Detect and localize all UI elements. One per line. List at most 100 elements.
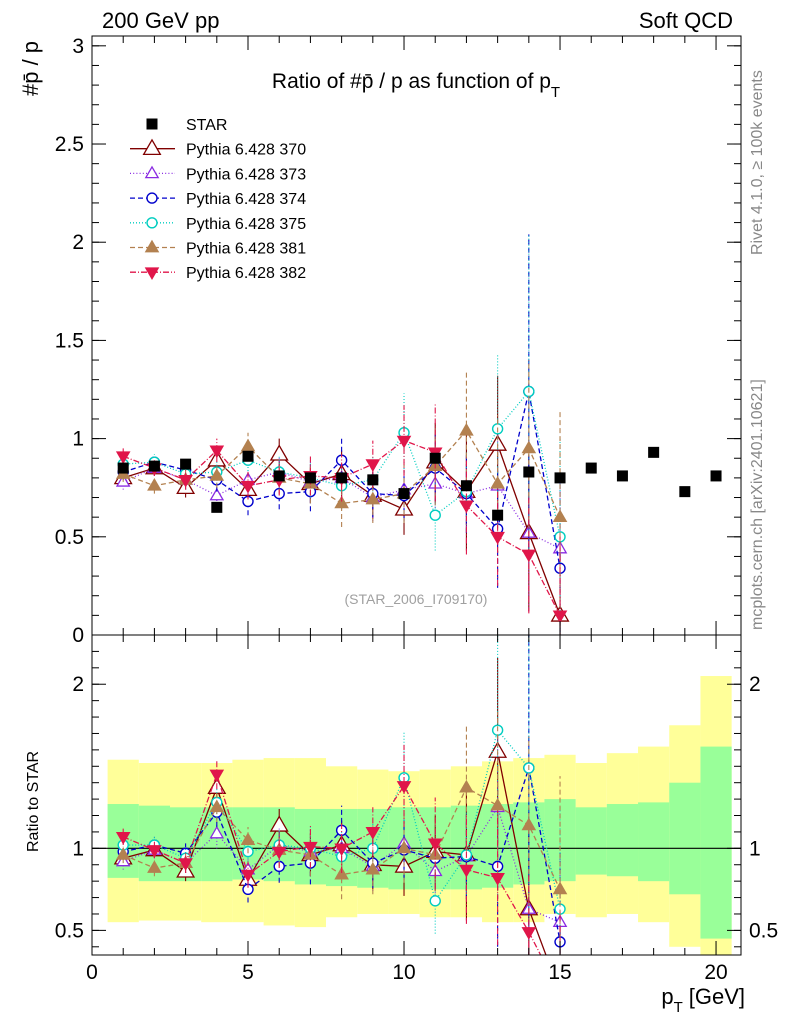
ratio-6-point <box>365 827 381 840</box>
x-tick-label: 0 <box>86 961 98 984</box>
star-point <box>117 462 129 474</box>
main-5-point <box>552 509 568 523</box>
main-6-point <box>209 445 225 459</box>
ratio-6-point <box>115 831 131 845</box>
header-energy: 200 GeV pp <box>102 8 219 33</box>
ratio-ytick-label-right: 2 <box>749 673 761 696</box>
star-point <box>273 470 285 482</box>
star-point <box>367 474 379 486</box>
main-5-point <box>365 491 381 505</box>
main-ytick-label: 3 <box>72 35 84 58</box>
ratio-5-series <box>115 712 568 955</box>
main-5-point <box>147 477 162 491</box>
main-6-point <box>552 610 568 624</box>
ratio-6-point <box>334 843 349 857</box>
ratio-6-point <box>396 781 412 794</box>
star-point <box>679 486 691 498</box>
main-4-point <box>429 509 441 521</box>
ratio-6-point <box>240 869 256 883</box>
ratio-ytick-label: 1 <box>72 837 84 860</box>
ratio-6-point <box>554 989 566 1000</box>
main-ytick-label: 0.5 <box>55 526 84 549</box>
ratio-6-point <box>427 838 443 852</box>
legend-item-4: Pythia 6.428 375 <box>130 216 306 233</box>
main-ytick-label: 0 <box>72 624 84 647</box>
main-plot-area <box>113 234 722 635</box>
ratio-6-point <box>459 864 474 878</box>
main-ytick-label: 1.5 <box>55 329 84 352</box>
star-point <box>554 472 566 484</box>
main-ylabel: #p̄ / p <box>18 41 43 96</box>
mcplots-label: mcplots.cern.ch [arXiv:2401.10621] <box>749 379 766 630</box>
star-point <box>211 501 223 513</box>
main-4-line <box>123 390 561 537</box>
ratio-6-point <box>490 872 505 886</box>
ratio-6-point <box>147 845 162 858</box>
legend-label: Pythia 6.428 375 <box>186 216 306 233</box>
star-data <box>117 446 722 521</box>
legend-marker <box>144 165 160 179</box>
ratio-plot-area <box>113 635 569 1000</box>
x-tick-label: 15 <box>548 961 571 984</box>
star-point <box>429 452 441 464</box>
main-title: Ratio of #p̄ / p as function of pT <box>272 70 560 101</box>
ratio-axes: 0.5 0.51 12 20 5 10 15 20 <box>55 635 778 984</box>
ratio-5-point <box>365 861 381 875</box>
main-5-point <box>490 475 505 489</box>
main-6-line <box>122 439 561 616</box>
ratio-6-point <box>303 841 318 855</box>
star-point <box>492 509 504 521</box>
header-category: Soft QCD <box>639 8 733 33</box>
main-axes: 0 0.5 1 1.5 2 2.5 3 <box>55 35 741 647</box>
main-6-point <box>240 480 256 494</box>
band-green <box>606 804 639 877</box>
ratio-6-point <box>209 769 225 783</box>
legend-label: Pythia 6.428 382 <box>186 265 306 282</box>
ratio-1-point <box>552 984 569 998</box>
main-6-point <box>365 459 381 472</box>
main-5-point <box>209 468 225 481</box>
legend-label: Pythia 6.428 373 <box>186 166 306 183</box>
star-point <box>523 466 535 478</box>
main-6-point <box>396 435 412 449</box>
ratio-5-point <box>240 832 256 846</box>
main-ytick-label: 2 <box>72 231 84 254</box>
star-point <box>398 488 410 500</box>
star-point <box>460 480 472 492</box>
x-tick-label: 10 <box>392 961 415 984</box>
legend-marker <box>146 217 158 229</box>
ratio-ytick-label-right: 0.5 <box>749 919 778 942</box>
main-ytick-label: 2.5 <box>55 133 84 156</box>
star-point <box>585 462 597 474</box>
legend-marker <box>144 239 160 253</box>
ratio-5-point <box>334 866 349 880</box>
legend-marker <box>144 267 160 281</box>
legend-item-3: Pythia 6.428 374 <box>130 191 306 208</box>
legend-marker <box>146 192 158 204</box>
ratio-4-point <box>429 895 441 907</box>
x-tick-label: 5 <box>242 961 254 984</box>
ratio-5-point <box>490 797 505 811</box>
main-1-point <box>269 444 289 461</box>
ratio-uncertainty-bands <box>92 676 741 955</box>
band-green <box>575 807 607 875</box>
main-2-point <box>209 487 225 501</box>
star-point <box>710 470 722 482</box>
legend-item-star: STAR <box>146 117 227 134</box>
main-5-point <box>459 422 474 436</box>
ratio-6-series <box>115 744 566 1000</box>
legend-label-star: STAR <box>186 117 227 134</box>
main-ytick-label: 1 <box>72 428 84 451</box>
star-point <box>648 446 660 458</box>
legend-label: Pythia 6.428 381 <box>186 241 306 258</box>
main-5-point <box>240 438 256 452</box>
main-6-point <box>178 474 193 488</box>
main-watermark: (STAR_2006_I709170) <box>345 591 488 607</box>
ratio-frame <box>91 634 742 956</box>
x-axis-label: pT [GeV] <box>661 984 745 1016</box>
ratio-ylabel: Ratio to STAR <box>25 751 42 852</box>
ratio-ytick-label: 2 <box>72 673 84 696</box>
ratio-ytick-label-right: 1 <box>749 837 761 860</box>
ratio-5-point <box>396 840 412 854</box>
